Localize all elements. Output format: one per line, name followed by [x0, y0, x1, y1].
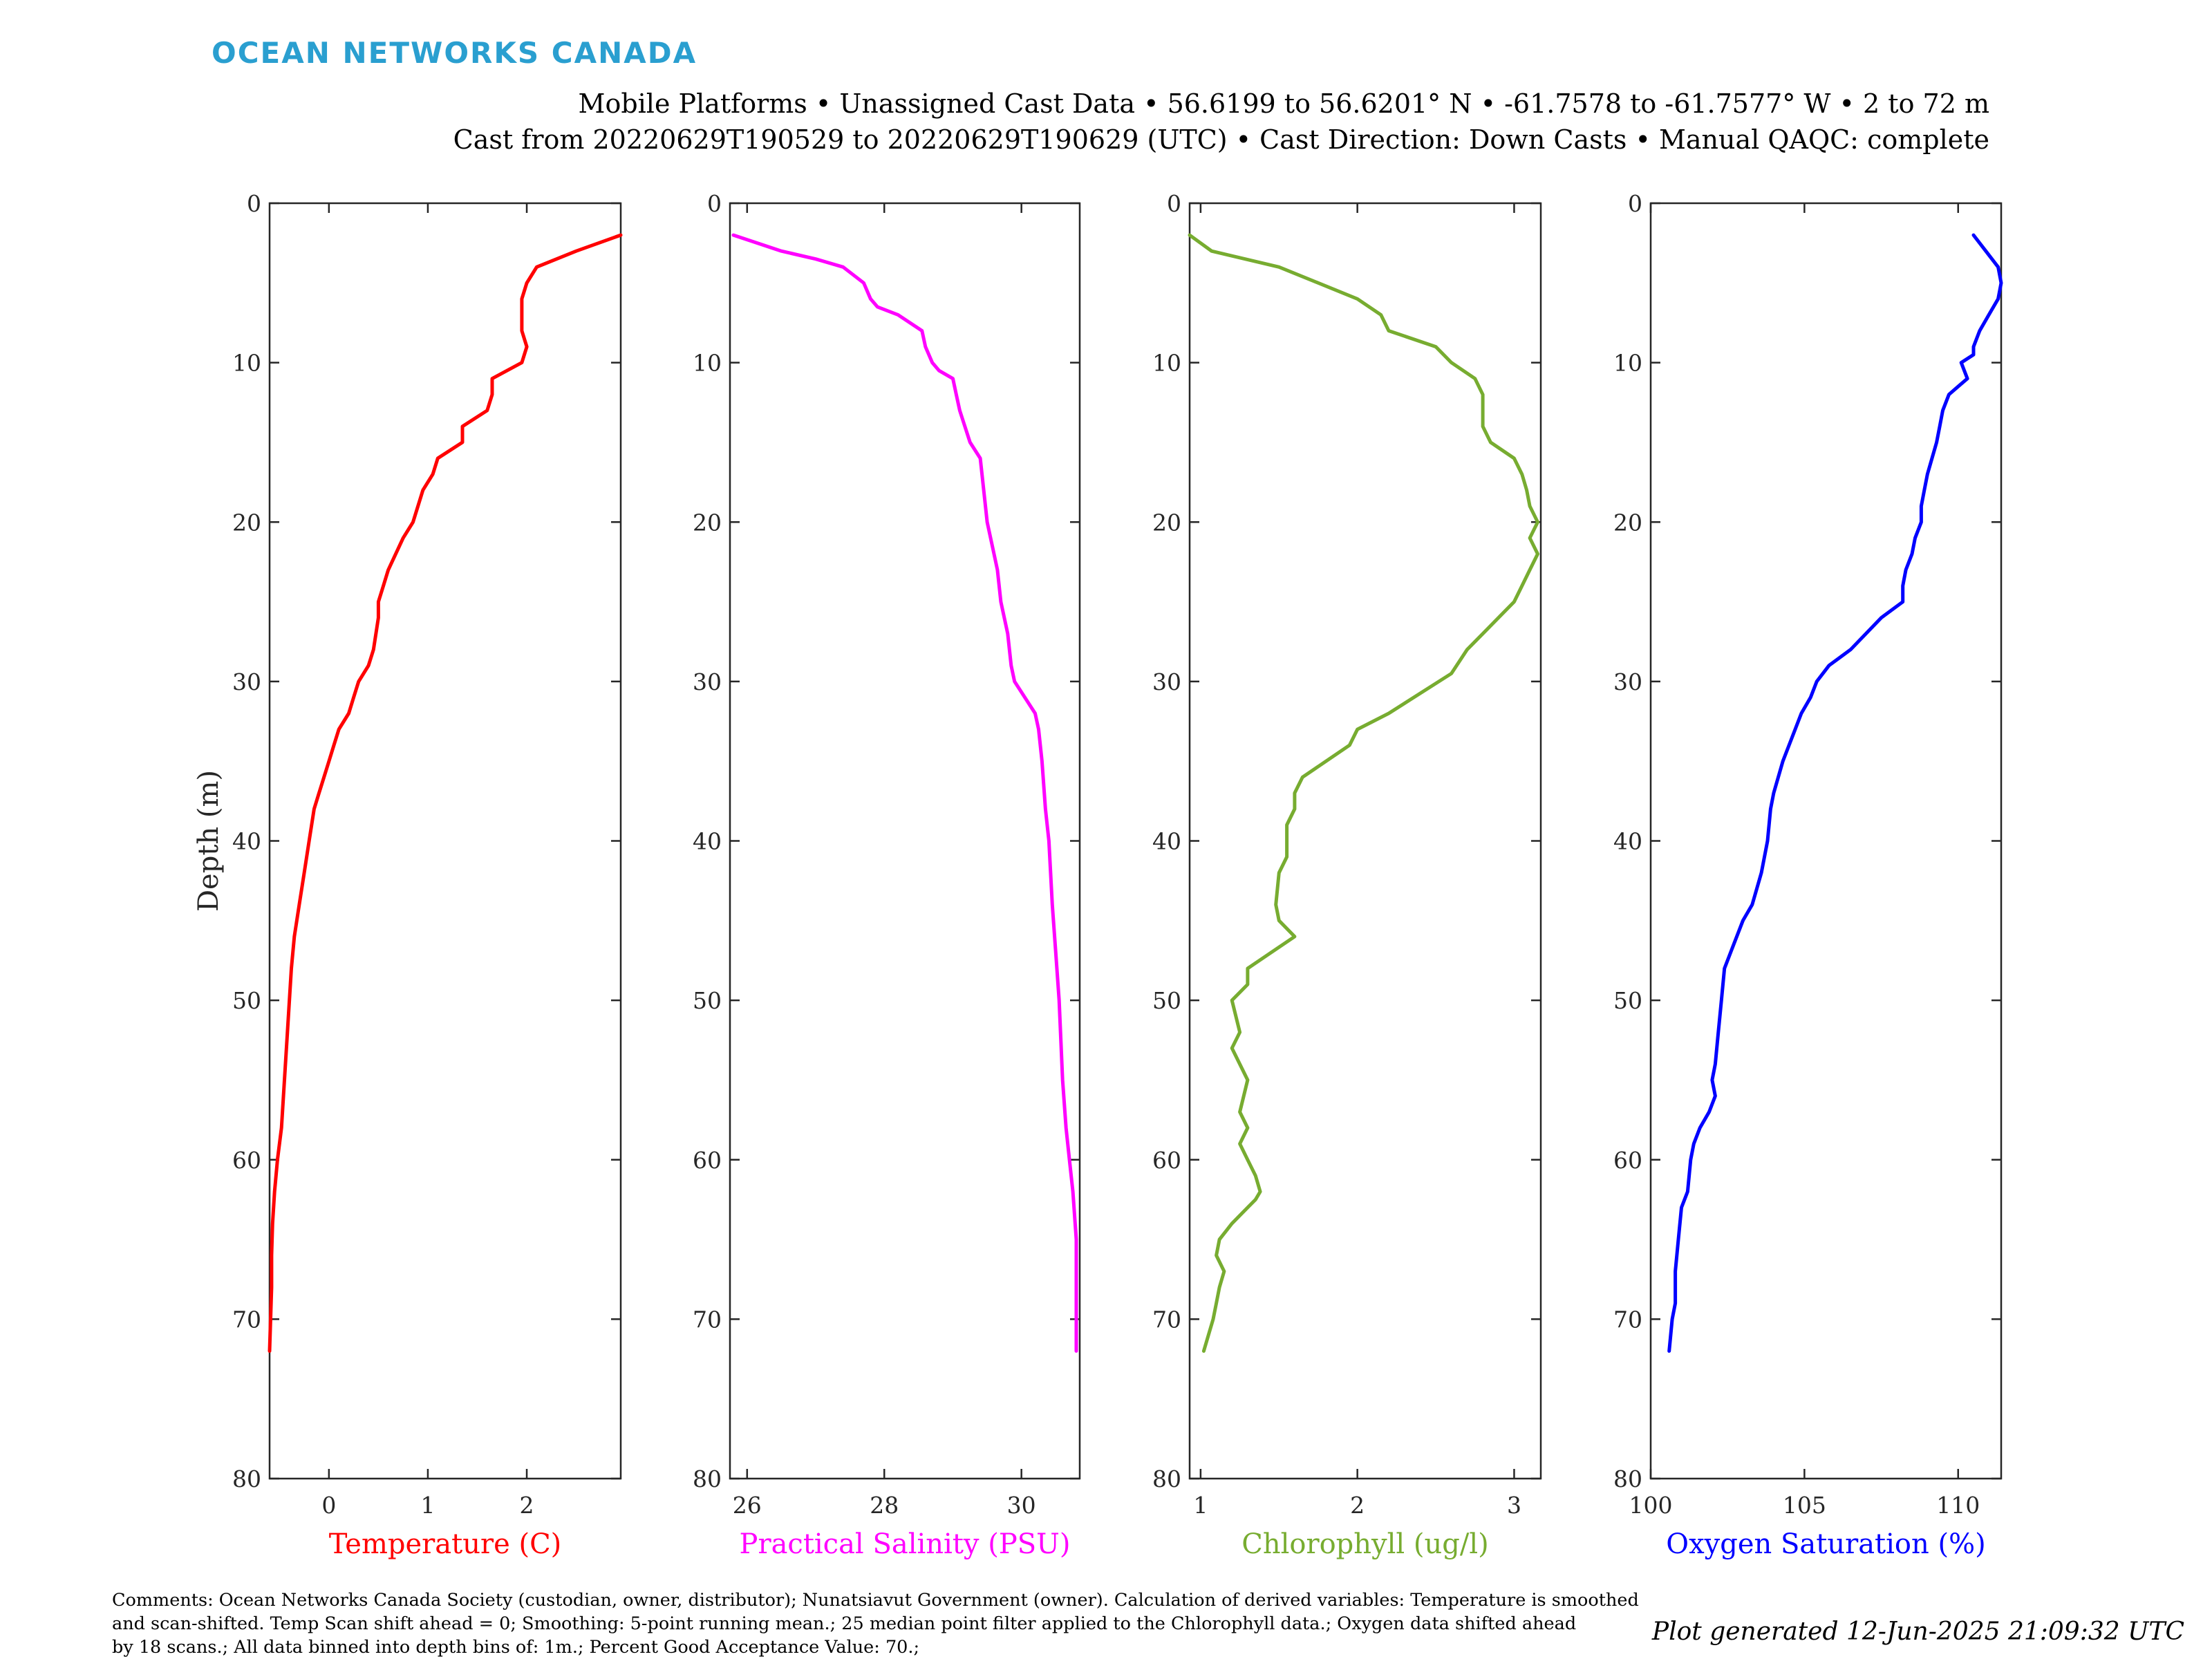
- temperature-ytick-label: 20: [232, 509, 261, 536]
- plot-header-line-1: Mobile Platforms • Unassigned Cast Data …: [578, 88, 1989, 119]
- oxygen-ytick-label: 20: [1613, 509, 1642, 536]
- oxygen-ytick-label: 50: [1613, 987, 1642, 1014]
- oxygen-ytick-label: 40: [1613, 828, 1642, 855]
- oxygen-ytick-label: 10: [1613, 350, 1642, 377]
- chlorophyll-ytick-label: 30: [1152, 668, 1181, 695]
- chlorophyll-ytick-label: 50: [1152, 987, 1181, 1014]
- chlorophyll-ytick-label: 10: [1152, 350, 1181, 377]
- salinity-xtick-label: 30: [1007, 1492, 1036, 1519]
- oxygen-xtick-label: 110: [1936, 1492, 1980, 1519]
- chlorophyll-axes-box: [1188, 202, 1542, 1480]
- salinity-xtick-label: 28: [870, 1492, 899, 1519]
- salinity-ytick-label: 20: [693, 509, 722, 536]
- plot-generated-timestamp: Plot generated 12-Jun-2025 21:09:32 UTC: [1651, 1618, 2184, 1646]
- temperature-ytick-label: 80: [232, 1465, 261, 1492]
- oxygen-ytick-label: 80: [1613, 1465, 1642, 1492]
- chlorophyll-ytick-label: 0: [1167, 190, 1181, 217]
- temperature-ytick-label: 10: [232, 350, 261, 377]
- chlorophyll-series-line: [1188, 233, 1539, 1353]
- temperature-xtick-label: 2: [520, 1492, 534, 1519]
- oxygen-ytick-label: 0: [1628, 190, 1642, 217]
- chlorophyll-ytick-label: 80: [1152, 1465, 1181, 1492]
- temperature-series-line: [268, 233, 623, 1353]
- temperature-ytick-label: 50: [232, 987, 261, 1014]
- plot-header-line-2: Cast from 20220629T190529 to 20220629T19…: [453, 124, 1989, 155]
- temperature-ytick-label: 60: [232, 1147, 261, 1174]
- chlorophyll-ytick-label: 20: [1152, 509, 1181, 536]
- chlorophyll-ytick-label: 40: [1152, 828, 1181, 855]
- y-axis-label: Depth (m): [193, 770, 225, 912]
- chlorophyll-xtick-label: 1: [1193, 1492, 1208, 1519]
- salinity-ytick-label: 80: [693, 1465, 722, 1492]
- salinity-series-line: [731, 233, 1078, 1353]
- salinity-xtick-label: 26: [733, 1492, 762, 1519]
- chlorophyll-xtick-label: 2: [1350, 1492, 1365, 1519]
- chlorophyll-xtick-label: 3: [1507, 1492, 1521, 1519]
- temperature-xtick-label: 0: [321, 1492, 336, 1519]
- temperature-xtick-label: 1: [420, 1492, 435, 1519]
- chlorophyll-x-axis-label: Chlorophyll (ug/l): [1241, 1528, 1489, 1560]
- temperature-ytick-label: 70: [232, 1306, 261, 1333]
- comments-line-2: and scan-shifted. Temp Scan shift ahead …: [112, 1613, 1577, 1634]
- salinity-ytick-label: 10: [693, 350, 722, 377]
- salinity-x-axis-label: Practical Salinity (PSU): [740, 1528, 1071, 1560]
- salinity-ytick-label: 50: [693, 987, 722, 1014]
- temperature-axes-box: [268, 202, 622, 1480]
- temperature-ytick-label: 30: [232, 668, 261, 695]
- oxygen-ytick-label: 30: [1613, 668, 1642, 695]
- temperature-ytick-label: 0: [247, 190, 261, 217]
- chlorophyll-ytick-label: 70: [1152, 1306, 1181, 1333]
- comments-line-1: Comments: Ocean Networks Canada Society …: [112, 1590, 1639, 1611]
- salinity-ytick-label: 40: [693, 828, 722, 855]
- oxygen-ytick-label: 70: [1613, 1306, 1642, 1333]
- salinity-ytick-label: 0: [707, 190, 722, 217]
- oxygen-ytick-label: 60: [1613, 1147, 1642, 1174]
- salinity-ytick-label: 60: [693, 1147, 722, 1174]
- comments-line-3: by 18 scans.; All data binned into depth…: [112, 1637, 920, 1658]
- comments-block: Comments: Ocean Networks Canada Society …: [112, 1588, 1667, 1659]
- oxygen-series-line: [1667, 233, 2003, 1353]
- oxygen-x-axis-label: Oxygen Saturation (%): [1666, 1528, 1985, 1560]
- oxygen-xtick-label: 105: [1783, 1492, 1826, 1519]
- temperature-ytick-label: 40: [232, 828, 261, 855]
- onc-logo: OCEAN NETWORKS CANADA: [212, 36, 697, 70]
- temperature-x-axis-label: Temperature (C): [329, 1528, 562, 1560]
- salinity-axes-box: [729, 202, 1081, 1480]
- chlorophyll-ytick-label: 60: [1152, 1147, 1181, 1174]
- salinity-ytick-label: 30: [693, 668, 722, 695]
- salinity-ytick-label: 70: [693, 1306, 722, 1333]
- oxygen-xtick-label: 100: [1629, 1492, 1673, 1519]
